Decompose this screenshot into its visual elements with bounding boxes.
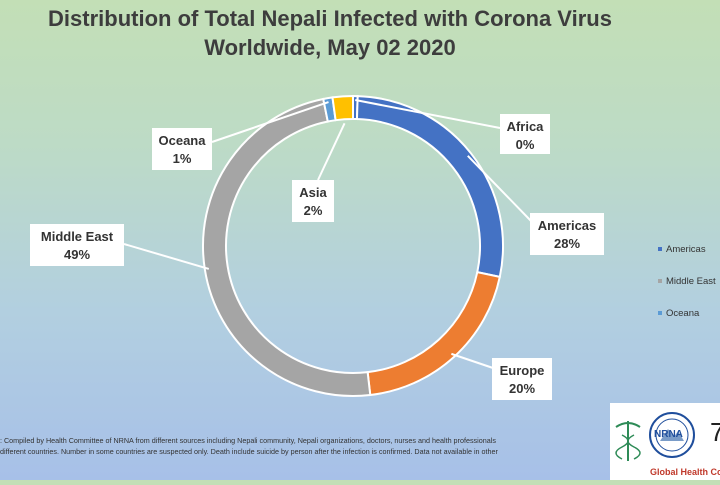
data-label-name: Americas [538, 218, 597, 233]
data-label-africa: Africa 0% [500, 114, 550, 154]
data-label-europe: Europe 20% [492, 358, 552, 400]
caduceus-icon [615, 421, 641, 461]
data-label-name: Asia [299, 185, 327, 200]
data-label-name: Oceana [159, 133, 207, 148]
nrna-emblem-icon [649, 412, 695, 458]
legend-item-americas: Americas [658, 244, 706, 255]
logo-ring-text: NRNA [654, 429, 683, 440]
legend-item-oceana: Oceana [658, 308, 699, 319]
slice-asia [331, 94, 354, 122]
leader-line-europe [451, 352, 494, 369]
source-footnote: : Compiled by Health Committee of NRNA f… [0, 435, 600, 457]
logo-caption: Global Health Com [650, 467, 720, 477]
leader-line-middle-east [123, 243, 210, 270]
data-label-name: Middle East [41, 229, 114, 244]
data-label-value: 2% [304, 203, 323, 218]
data-label-value: 20% [509, 381, 535, 396]
leader-line-americas [467, 155, 533, 223]
legend-swatch-oceana [658, 311, 662, 316]
slice-americas [355, 95, 504, 279]
data-label-value: 1% [173, 151, 192, 166]
slice-europe [366, 270, 501, 397]
title-line-2: Worldwide, May 02 2020 [204, 35, 456, 60]
data-label-value: 0% [516, 137, 535, 152]
leader-line-oceana [211, 101, 329, 143]
data-label-value: 49% [64, 247, 90, 262]
data-label-middle-east: Middle East 49% [30, 224, 124, 266]
legend-swatch-americas [658, 247, 662, 252]
legend-item-middle-east: Middle East [658, 276, 716, 287]
logo-graphic [615, 412, 695, 461]
data-label-oceana: Oceana 1% [152, 128, 212, 170]
data-label-box [530, 213, 604, 255]
data-label-name: Europe [500, 363, 545, 378]
title-line-1: Distribution of Total Nepali Infected wi… [48, 6, 612, 31]
callout-lines [123, 99, 533, 369]
data-label-name: Africa [507, 119, 545, 134]
data-label-box [30, 224, 124, 266]
data-label-box [500, 114, 550, 154]
data-label-box [152, 128, 212, 170]
footnote-line-1: : Compiled by Health Committee of NRNA f… [0, 436, 496, 445]
leader-line-asia [317, 122, 346, 181]
legend-swatch-middle-east [658, 279, 662, 284]
footnote-line-2: different countries. Number in some coun… [0, 447, 498, 456]
chart-title: Distribution of Total Nepali Infected wi… [0, 4, 660, 62]
data-label-americas: Americas 28% [530, 213, 604, 255]
data-label-asia: Asia 2% [292, 180, 334, 222]
data-label-value: 28% [554, 236, 580, 251]
slice-middle-east [202, 97, 372, 397]
nrna-logo: NRNA 7 Global Health Com [610, 403, 720, 480]
data-label-box [492, 358, 552, 400]
data-label-box [292, 180, 334, 222]
leader-line-africa [355, 99, 501, 129]
logo-mark: 7 [710, 417, 720, 447]
